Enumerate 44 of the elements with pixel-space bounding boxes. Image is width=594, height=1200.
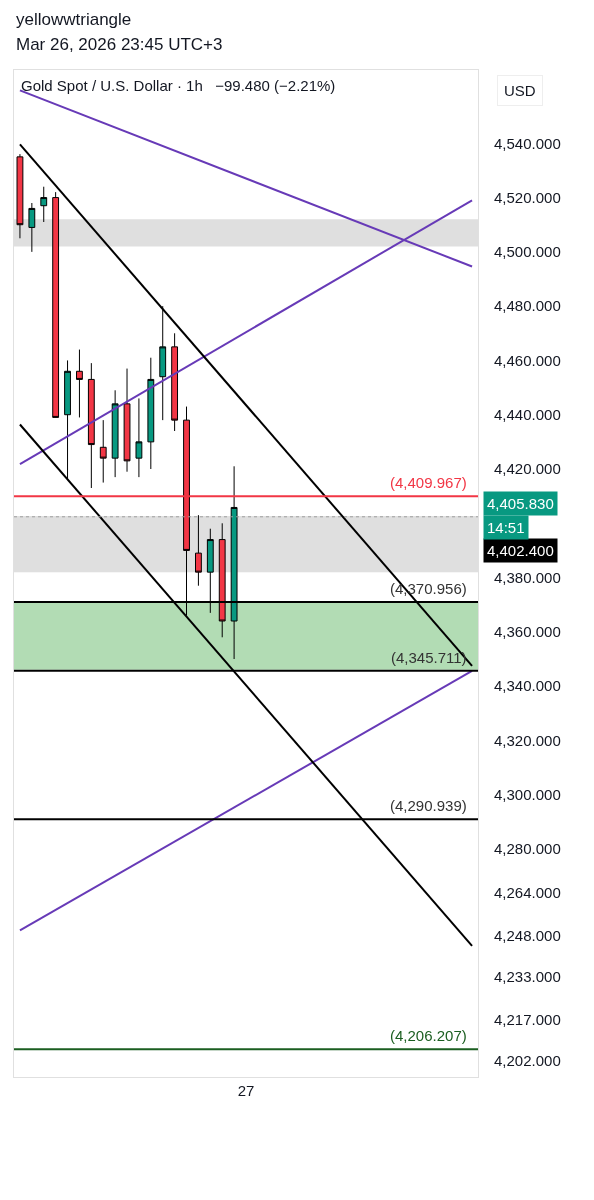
x-tick-label: 27 <box>237 1082 255 1099</box>
text: yellowwtriangle <box>16 10 132 29</box>
ref-line-label: (4,290.939) <box>390 797 467 814</box>
ref-line-label: (4,206.207) <box>390 1027 467 1044</box>
y-tick-label: 4,480.000 <box>494 297 561 315</box>
y-tick-label: 4,248.000 <box>494 927 561 945</box>
y-tick-label: 4,360.000 <box>494 623 561 641</box>
y-tick-label: 4,280.000 <box>494 840 561 858</box>
y-tick-label: 4,264.000 <box>494 883 561 901</box>
y-tick-label: 4,300.000 <box>494 785 561 803</box>
y-tick-label: 4,233.000 <box>494 967 561 985</box>
text: 14:51 <box>487 519 525 536</box>
candlestick <box>16 153 24 239</box>
y-tick-label: 4,440.000 <box>494 405 561 423</box>
y-tick-label: 4,320.000 <box>494 731 561 749</box>
ref-line-label: (4,345.711) <box>391 649 467 666</box>
y-tick-label: 4,520.000 <box>494 188 561 206</box>
candlestick <box>76 349 83 418</box>
y-tick-label: 4,380.000 <box>494 568 561 586</box>
y-tick-label: 4,540.000 <box>494 134 561 152</box>
candlestick <box>159 305 167 421</box>
candlestick <box>195 514 202 587</box>
candlestick <box>28 202 36 253</box>
ref-line-label: 4,402.400 <box>487 542 554 559</box>
text: USD <box>504 82 536 99</box>
candlestick <box>87 362 95 489</box>
y-tick-label: 4,217.000 <box>494 1011 561 1029</box>
candlestick <box>111 389 119 478</box>
y-tick-label: 4,460.000 <box>494 351 561 369</box>
candlestick <box>99 419 107 484</box>
ref-line-label: (4,409.967) <box>390 474 467 491</box>
y-tick-label: 4,500.000 <box>494 243 561 261</box>
chart-title: Gold Spot / U.S. Dollar · 1h −99.480 (−2.21%) <box>21 77 336 94</box>
text: Mar 26, 2026 23:45 UTC+3 <box>16 35 223 54</box>
candlestick <box>52 191 60 418</box>
candlestick <box>171 332 179 432</box>
candlestick <box>40 186 48 223</box>
candlestick <box>135 397 143 478</box>
candlestick <box>123 368 131 473</box>
y-tick-label: 4,202.000 <box>494 1051 561 1069</box>
y-tick-label: 4,420.000 <box>494 460 561 478</box>
y-tick-label: 4,340.000 <box>494 677 561 695</box>
candlestick <box>147 357 155 470</box>
text: 4,405.830 <box>487 495 554 512</box>
